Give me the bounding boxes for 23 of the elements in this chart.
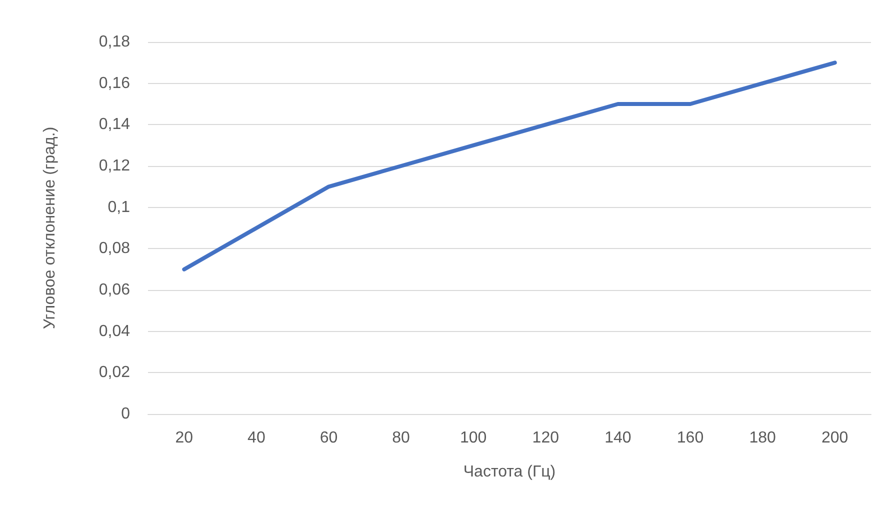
x-tick-label: 80: [392, 430, 410, 446]
y-tick-label: 0: [121, 406, 130, 422]
x-tick-label: 180: [749, 430, 776, 446]
y-tick-label: 0,04: [98, 322, 130, 340]
x-tick-label: 160: [676, 430, 704, 446]
y-tick-label: 0,18: [98, 34, 130, 50]
y-tick-label: 0,14: [98, 116, 130, 134]
x-axis-title: Частота (Гц): [463, 464, 556, 480]
line-series: [182, 60, 837, 272]
x-tick-label: 120: [532, 430, 560, 446]
x-tick-label: 20: [175, 430, 194, 446]
x-tick-label: 40: [248, 430, 266, 446]
y-tick-label: 0,06: [98, 282, 130, 298]
y-axis-title: Угловое отклонение (град.): [42, 126, 58, 330]
y-tick-label: 0,02: [98, 364, 130, 382]
x-tick-label: 140: [604, 430, 632, 446]
y-tick-label: 0,12: [98, 158, 130, 174]
y-tick-label: 0,1: [108, 198, 130, 216]
y-tick-label: 0,16: [98, 74, 130, 92]
x-tick-label: 100: [460, 430, 487, 446]
x-tick-label: 200: [822, 430, 848, 446]
y-tick-label: 0,08: [98, 240, 130, 258]
x-tick-label: 60: [320, 430, 338, 446]
